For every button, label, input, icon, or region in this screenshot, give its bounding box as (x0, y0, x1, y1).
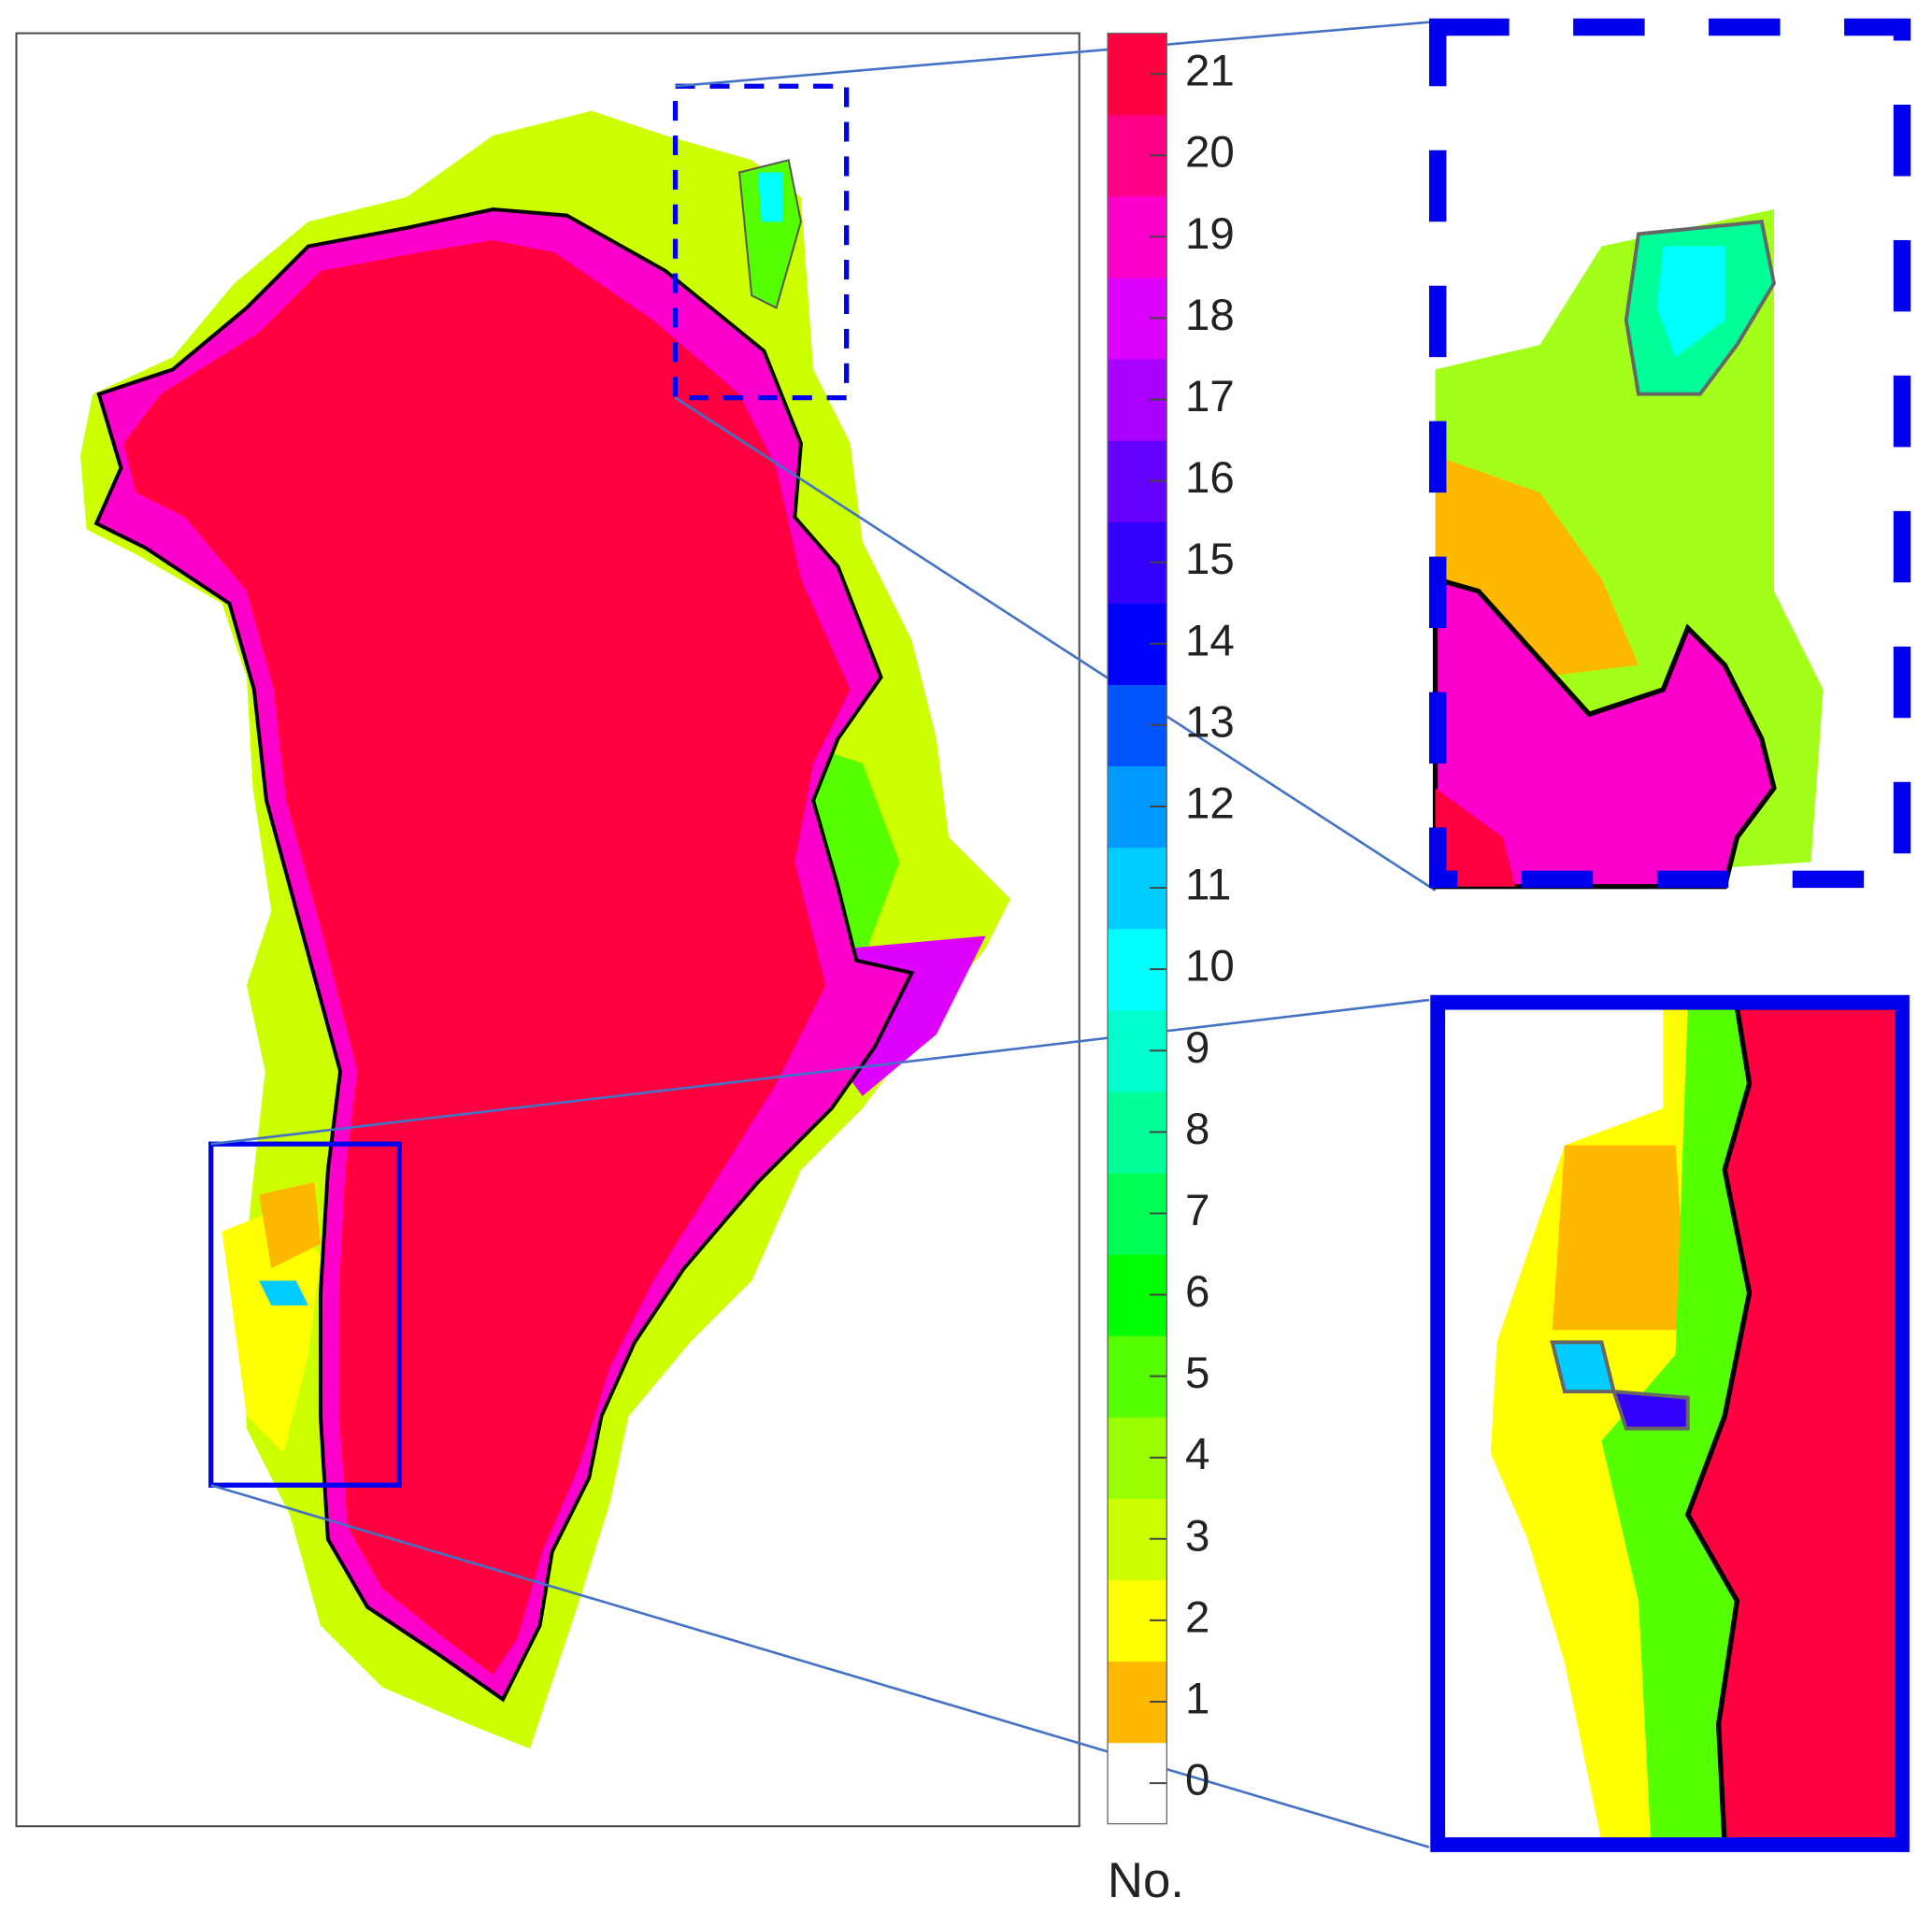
colorbar-tick-label: 15 (1185, 535, 1235, 584)
colorbar-tick-label: 21 (1185, 47, 1235, 96)
colorbar-tick-label: 19 (1185, 209, 1235, 259)
colorbar-tick-label: 6 (1185, 1267, 1209, 1317)
colorbar-tick-label: 12 (1185, 778, 1235, 828)
connectors (210, 21, 1437, 1848)
connector-line (210, 1483, 1430, 1848)
colorbar-tick-label: 10 (1185, 942, 1235, 992)
west-orange (259, 1182, 321, 1269)
colorbar-tick-label: 14 (1185, 616, 1235, 665)
colorbar-tick-label: 7 (1185, 1186, 1209, 1235)
connector-line (674, 396, 1437, 892)
colorbar-tick-label: 2 (1185, 1592, 1209, 1642)
inset-blob-core (1656, 246, 1725, 358)
colorbar-tick-label: 18 (1185, 291, 1235, 340)
west-blob (259, 1280, 308, 1305)
inset-solid-border (1430, 994, 1910, 1852)
colorbar-tick-label: 13 (1185, 697, 1235, 747)
colorbar-tick-label: 0 (1185, 1756, 1209, 1805)
inset-dashed (1428, 18, 1911, 890)
west-fringe (222, 1206, 321, 1453)
colorbar-tick-label: 8 (1185, 1105, 1209, 1154)
greenland-map (80, 110, 1010, 1749)
inset-dashed-border (1428, 18, 1911, 889)
colorbar-tick-label: 17 (1185, 372, 1235, 421)
colorbar-tick-label: 16 (1185, 453, 1235, 503)
colorbar-tick-label: 4 (1185, 1430, 1209, 1479)
colorbar-tick-label: 9 (1185, 1023, 1209, 1073)
colorbar-label: No. (1108, 1853, 1184, 1908)
colorbar-tick-label: 1 (1185, 1675, 1209, 1724)
colorbar-frame (1107, 32, 1167, 1825)
colorbar-tick-label: 5 (1185, 1348, 1209, 1398)
inset-ice-interior (1435, 788, 1516, 887)
colorbar-tick-label: 11 (1185, 861, 1231, 910)
inset-orange (1552, 1145, 1688, 1331)
ice-sheet-interior (123, 239, 851, 1676)
connector-line (210, 998, 1430, 1146)
connector-line (675, 21, 1430, 88)
inset-blob (1550, 1340, 1617, 1394)
zoom-box-solid (208, 1141, 402, 1488)
zoom-box-dashed (672, 83, 850, 401)
island-blob-core (757, 172, 783, 222)
inset-blob (1610, 1389, 1690, 1431)
colorbar-tick-label: 20 (1185, 128, 1235, 178)
inset-solid (1430, 994, 1910, 1852)
island-blob (737, 159, 802, 309)
colorbar-tick-label: 3 (1185, 1511, 1209, 1561)
